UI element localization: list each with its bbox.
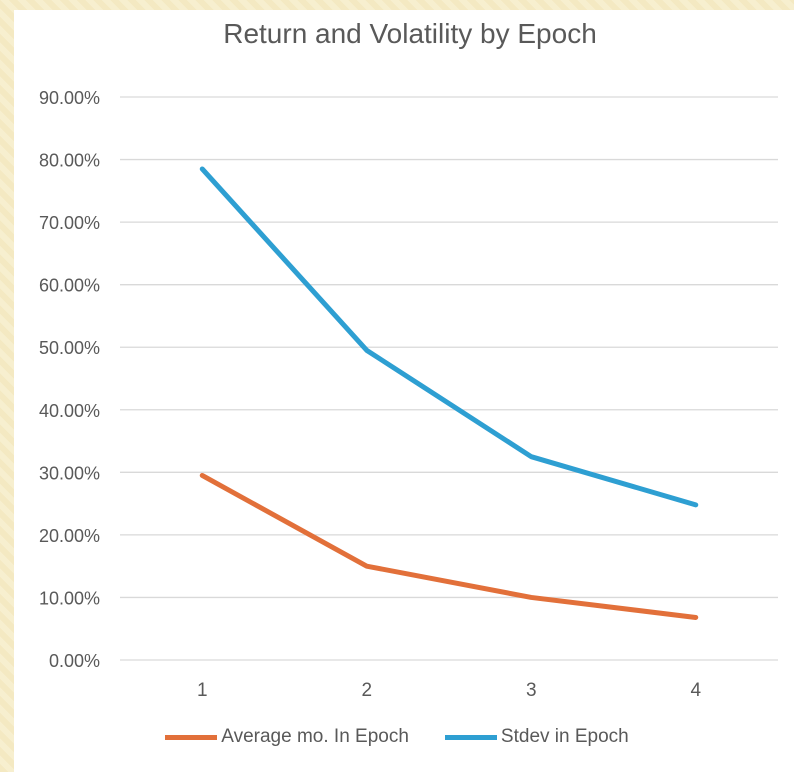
y-tick-label: 60.00% (39, 276, 100, 296)
legend-item-stdev: Stdev in Epoch (444, 726, 629, 748)
x-tick-label: 4 (690, 680, 701, 701)
chart-area (14, 10, 794, 772)
y-axis-tick-labels: 0.00% 10.00% 20.00% 30.00% 40.00% 50.00% 60.00… (39, 88, 100, 671)
y-tick-label: 10.00% (39, 588, 100, 608)
gridlines (120, 96, 778, 661)
x-axis-tick-labels: 1 2 3 4 (197, 680, 702, 701)
y-tick-label: 70.00% (39, 213, 100, 233)
legend-swatch-average (165, 734, 218, 740)
series-line-0 (199, 472, 699, 620)
x-tick-label: 2 (361, 680, 372, 701)
legend-label-stdev: Stdev in Epoch (500, 726, 629, 747)
legend-swatch-stdev (444, 734, 497, 740)
y-tick-label: 30.00% (39, 463, 100, 483)
legend: Average mo. In Epoch Stdev in Epoch (0, 726, 794, 748)
legend-label-average: Average mo. In Epoch (221, 726, 409, 747)
series-line-1 (199, 166, 699, 508)
x-tick-label: 3 (526, 680, 537, 701)
series-lines (199, 166, 699, 620)
y-tick-label: 20.00% (39, 526, 100, 546)
y-tick-label: 40.00% (39, 401, 100, 421)
y-tick-label: 0.00% (49, 651, 100, 671)
chart-title: Return and Volatility by Epoch (223, 18, 597, 49)
x-tick-label: 1 (197, 680, 208, 701)
legend-item-average: Average mo. In Epoch (165, 726, 409, 748)
y-tick-label: 90.00% (39, 88, 100, 108)
y-tick-label: 80.00% (39, 151, 100, 171)
y-tick-label: 50.00% (39, 338, 100, 358)
